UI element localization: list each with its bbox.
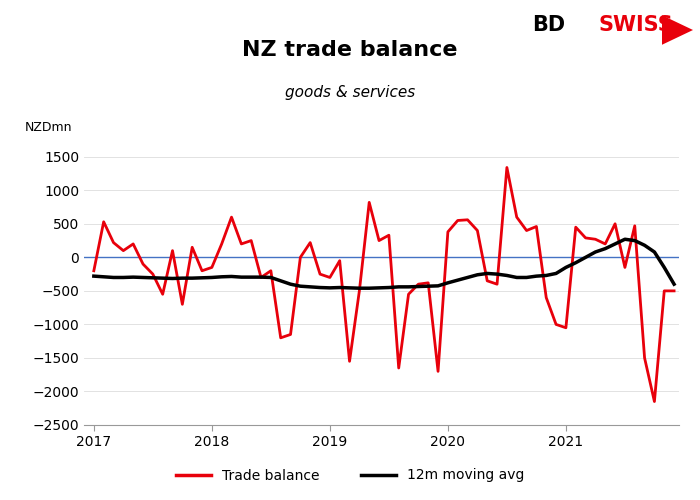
Text: BD: BD (532, 15, 565, 35)
Legend: Trade balance, 12m moving avg: Trade balance, 12m moving avg (170, 463, 530, 488)
Text: NZDmn: NZDmn (25, 122, 72, 134)
Polygon shape (662, 15, 693, 45)
Text: goods & services: goods & services (285, 85, 415, 100)
Text: SWISS: SWISS (598, 15, 673, 35)
Text: NZ trade balance: NZ trade balance (242, 40, 458, 60)
